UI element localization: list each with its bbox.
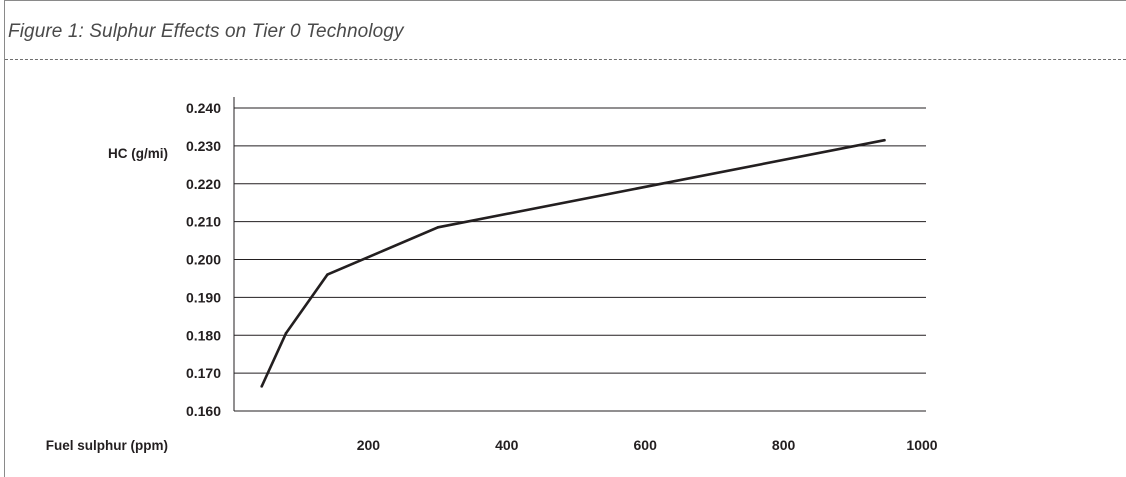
y-tick-label: 0.220 [186,176,221,192]
series-group [260,138,886,388]
y-tick-label: 0.190 [186,289,221,305]
data-point-2 [326,273,329,276]
y-tick-label: 0.200 [186,252,221,268]
x-tick-label: 1000 [906,437,937,453]
y-tick-labels: 0.160 0.170 0.180 0.190 0.200 0.210 0.220 0.230… [186,100,221,419]
title-divider [5,59,1126,60]
x-tick-label: 800 [772,437,796,453]
series-line-0 [260,138,885,387]
y-tick-label: 0.160 [186,403,221,419]
grid-lines [234,107,926,412]
figure-frame [4,0,1126,477]
y-tick-label: 0.230 [186,138,221,154]
data-point-1 [284,332,288,335]
y-axis-label: HC (g/mi) [108,146,168,161]
x-tick-label: 400 [495,437,519,453]
y-tick-label: 0.240 [186,100,221,116]
data-point-3 [436,226,440,229]
data-point-4 [883,138,886,142]
figure-title: Figure 1: Sulphur Effects on Tier 0 Tech… [8,21,404,42]
x-tick-label: 600 [634,437,658,453]
x-tick-label: 200 [357,437,381,453]
y-tick-label: 0.180 [186,327,221,343]
x-axis-label: Fuel sulphur (ppm) [46,438,168,453]
x-tick-labels: 200 400 600 800 1000 [357,437,938,453]
y-tick-label: 0.170 [186,365,221,381]
data-point-0 [260,385,263,388]
y-tick-label: 0.210 [186,214,221,230]
